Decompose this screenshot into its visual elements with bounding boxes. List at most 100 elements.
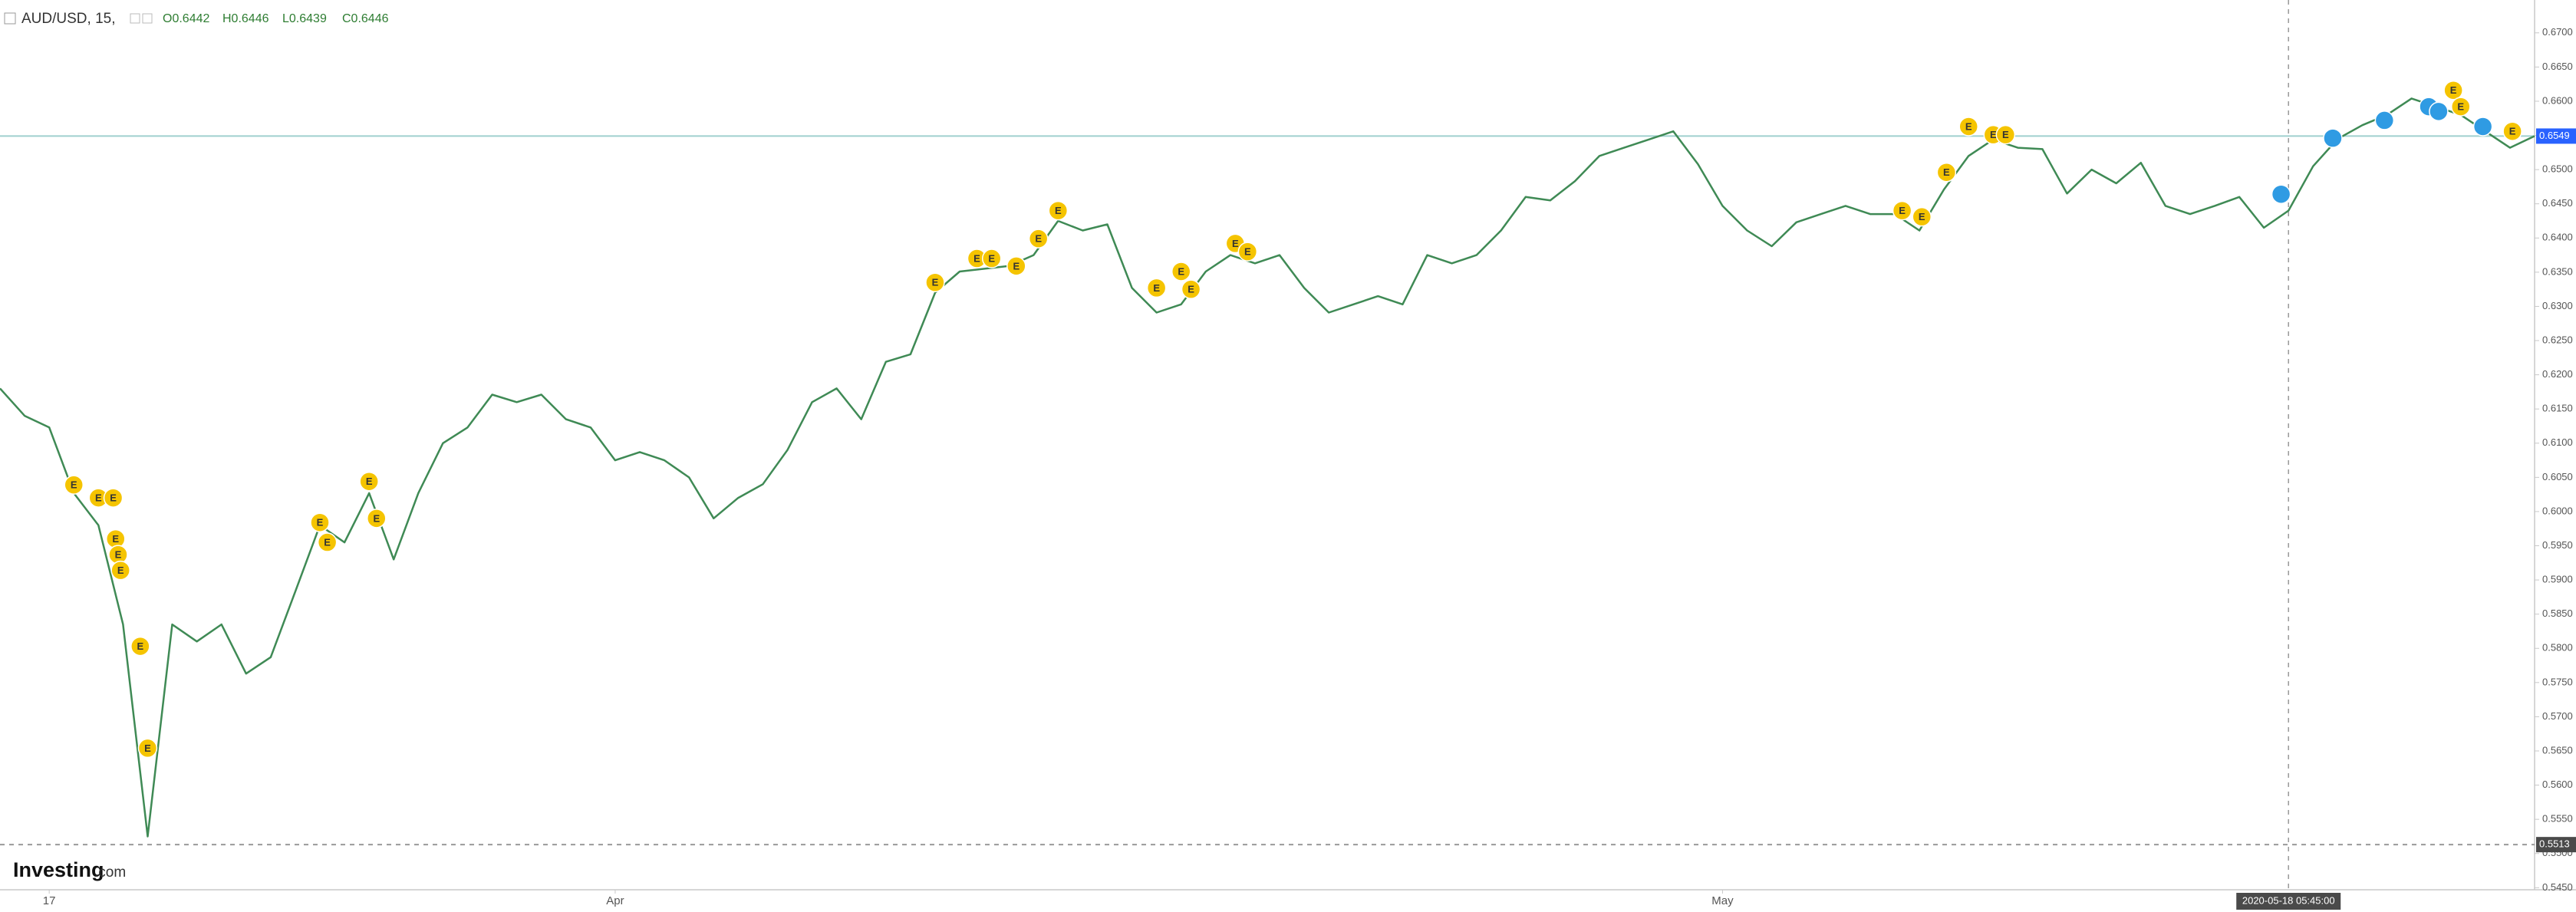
event-label: E <box>373 512 380 524</box>
event-label: E <box>1899 205 1906 216</box>
y-tick-label: 0.6450 <box>2542 197 2573 209</box>
y-tick-label: 0.5550 <box>2542 813 2573 825</box>
y-tick-label: 0.6250 <box>2542 334 2573 345</box>
event-label: E <box>1178 265 1184 277</box>
event-marker <box>2323 128 2343 148</box>
event-marker <box>1958 117 1978 137</box>
event-marker <box>2374 110 2395 130</box>
event-label: E <box>1990 129 1997 140</box>
event-label: E <box>932 277 939 288</box>
event-marker <box>2443 80 2463 100</box>
price-label: 0.6549 <box>2539 130 2570 141</box>
y-tick-label: 0.5450 <box>2542 881 2573 893</box>
ohlc-legend: O0.6442 H0.6446 L0.6439 C0.6446 <box>163 12 389 25</box>
event-marker <box>64 475 84 495</box>
crosshair-label: 2020-05-18 05:45:00 <box>2242 894 2335 906</box>
y-tick-label: 0.6350 <box>2542 265 2573 277</box>
event-marker <box>1912 206 1932 227</box>
y-tick-label: 0.6050 <box>2542 471 2573 482</box>
y-tick-label: 0.6200 <box>2542 368 2573 380</box>
y-tick-label: 0.5800 <box>2542 642 2573 654</box>
event-marker <box>981 249 1002 268</box>
event-marker <box>1006 256 1026 276</box>
event-marker <box>137 738 158 759</box>
event-label: E <box>1153 282 1160 294</box>
y-tick-label: 0.6400 <box>2542 232 2573 243</box>
event-label: E <box>1035 233 1042 245</box>
event-label: E <box>973 252 980 264</box>
event-label: E <box>112 533 119 545</box>
x-tick-label: 17 <box>43 894 56 907</box>
event-label: E <box>317 517 324 528</box>
event-marker <box>359 471 379 492</box>
price-line-series <box>0 97 2535 838</box>
event-label: E <box>1188 284 1194 295</box>
event-marker <box>110 560 130 581</box>
close-icon[interactable] <box>142 13 153 24</box>
event-label: E <box>2509 126 2516 137</box>
event-label: E <box>988 252 995 264</box>
y-tick-label: 0.6500 <box>2542 163 2573 175</box>
y-tick-label: 0.5700 <box>2542 710 2573 722</box>
x-tick-label: Apr <box>606 894 624 907</box>
price-label: 0.5513 <box>2539 838 2570 850</box>
logo-suffix: .com <box>94 864 126 881</box>
logo: Investing <box>13 858 104 881</box>
event-label: E <box>1244 246 1251 258</box>
y-tick-label: 0.5600 <box>2542 779 2573 790</box>
y-tick-label: 0.6600 <box>2542 94 2573 106</box>
y-tick-label: 0.6100 <box>2542 436 2573 448</box>
event-marker <box>310 512 330 532</box>
y-tick-label: 0.5750 <box>2542 676 2573 687</box>
event-marker <box>2271 184 2291 204</box>
y-tick-label: 0.5850 <box>2542 607 2573 619</box>
event-label: E <box>115 549 122 561</box>
event-marker <box>2429 101 2449 122</box>
y-tick-label: 0.5900 <box>2542 574 2573 585</box>
event-label: E <box>1943 166 1950 178</box>
y-tick-label: 0.6000 <box>2542 505 2573 516</box>
crosshair-label-box <box>2236 893 2341 910</box>
event-marker <box>1181 279 1201 299</box>
y-tick-label: 0.6300 <box>2542 300 2573 311</box>
event-label: E <box>2457 101 2464 113</box>
event-marker <box>1936 162 1957 183</box>
event-marker <box>1048 200 1069 221</box>
y-tick-label: 0.6150 <box>2542 403 2573 414</box>
event-label: E <box>2450 84 2457 96</box>
collapse-icon[interactable] <box>4 12 16 25</box>
event-marker <box>925 272 945 292</box>
x-tick-label: May <box>1711 894 1734 907</box>
event-label: E <box>1965 120 1972 132</box>
ohlc-value: C0.6446 <box>342 12 389 25</box>
event-marker <box>1237 242 1258 262</box>
event-label: E <box>2002 129 2009 140</box>
event-marker <box>2451 97 2471 117</box>
event-label: E <box>95 492 102 504</box>
event-marker <box>2472 117 2493 137</box>
event-marker <box>1028 229 1049 249</box>
event-marker <box>1995 124 2016 145</box>
event-label: E <box>144 742 151 754</box>
event-marker <box>1171 262 1191 282</box>
event-label: E <box>1013 260 1020 272</box>
price-label-box <box>2536 837 2576 853</box>
event-marker <box>1146 278 1167 298</box>
event-marker <box>2502 121 2522 141</box>
ohlc-value: H0.6446 <box>222 12 269 25</box>
event-label: E <box>117 565 124 576</box>
event-marker <box>1892 200 1912 221</box>
price-label-box <box>2536 128 2576 144</box>
y-tick-label: 0.5650 <box>2542 744 2573 756</box>
event-label: E <box>71 479 77 491</box>
ohlc-value: O0.6442 <box>163 12 209 25</box>
settings-icon[interactable] <box>130 13 140 24</box>
event-label: E <box>324 536 331 548</box>
event-label: E <box>137 640 144 652</box>
ohlc-value: L0.6439 <box>282 12 327 25</box>
event-marker <box>103 488 124 508</box>
y-tick-label: 0.6700 <box>2542 26 2573 38</box>
